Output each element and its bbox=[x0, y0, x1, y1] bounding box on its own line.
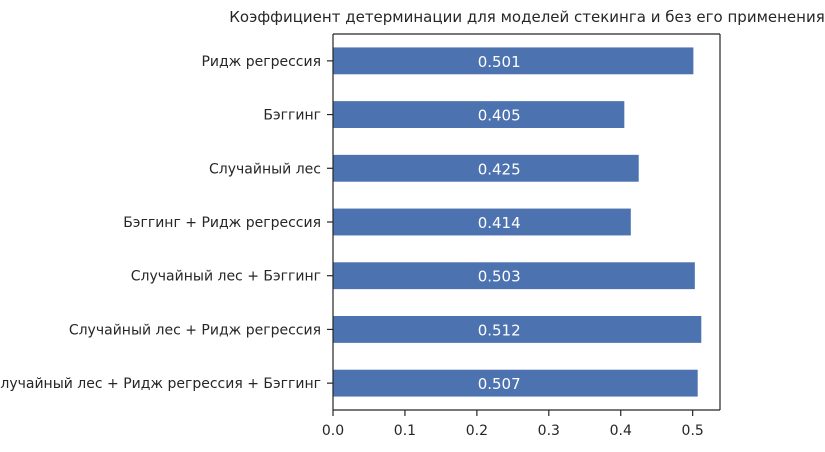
bar-value-label-4: 0.503 bbox=[478, 268, 521, 286]
category-label-4: Случайный лес + Бэггинг bbox=[131, 269, 321, 285]
bar-6 bbox=[333, 369, 698, 397]
category-label-0: Ридж регрессия bbox=[201, 54, 321, 70]
category-label-2: Случайный лес bbox=[209, 161, 321, 177]
x-tick-label-1: 0.1 bbox=[394, 423, 416, 439]
x-tick-label-5: 0.5 bbox=[682, 423, 704, 439]
bar-5 bbox=[333, 316, 702, 343]
category-label-3: Бэггинг + Ридж регрессия bbox=[123, 215, 321, 231]
category-label-1: Бэггинг bbox=[263, 108, 321, 124]
bar-1 bbox=[333, 101, 625, 128]
chart-title: Коэффициент детерминации для моделей сте… bbox=[229, 8, 824, 26]
bar-4 bbox=[333, 262, 695, 290]
category-labels: Ридж регрессия Бэггинг Случайный лес Бэггин… bbox=[0, 54, 321, 392]
bar-value-label-0: 0.501 bbox=[478, 53, 521, 71]
category-label-6: Случайный лес + Ридж регрессия + Бэггинг bbox=[0, 376, 321, 392]
bar-value-label-2: 0.425 bbox=[478, 160, 521, 178]
bar-0 bbox=[333, 47, 694, 75]
category-label-5: Случайный лес + Ридж регрессия bbox=[69, 322, 321, 338]
x-axis-ticks: 0.0 0.1 0.2 0.3 0.4 0.5 bbox=[322, 60, 704, 439]
bar-value-label-6: 0.507 bbox=[478, 375, 521, 393]
bar-value-label-5: 0.512 bbox=[478, 321, 521, 339]
plot-frame bbox=[332, 33, 721, 411]
bar-value-label-1: 0.405 bbox=[478, 107, 521, 125]
x-tick-label-0: 0.0 bbox=[322, 423, 344, 439]
bar-2 bbox=[333, 154, 639, 182]
x-tick-label-2: 0.2 bbox=[466, 423, 488, 439]
bars-group bbox=[333, 47, 702, 397]
bar-3 bbox=[333, 208, 631, 236]
bar-value-label-3: 0.414 bbox=[478, 214, 521, 232]
x-tick-label-4: 0.4 bbox=[610, 423, 632, 439]
x-tick-label-3: 0.3 bbox=[538, 423, 560, 439]
bar-value-labels: 0.501 0.405 0.425 0.414 0.503 0.512 0.507 bbox=[478, 53, 521, 393]
